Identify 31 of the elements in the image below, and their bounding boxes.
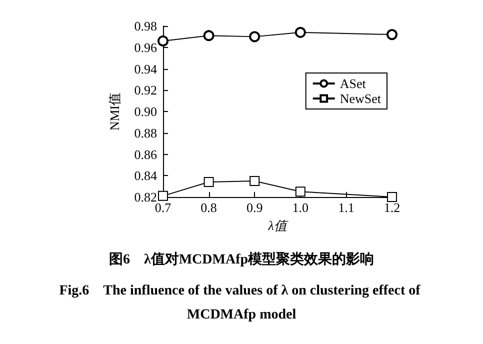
- x-axis-title: λ值: [267, 218, 289, 233]
- x-tick-label: 0.8: [200, 200, 217, 215]
- point: [295, 186, 306, 197]
- text: 图6 λ值对MCDMAfp模型聚类效果的影响: [108, 252, 374, 268]
- y-axis-title: NMI值: [107, 92, 122, 131]
- legend-label: NewSet: [340, 91, 382, 106]
- point: [158, 35, 168, 46]
- x-tick-label: 1.1: [338, 200, 354, 215]
- y-tick-label: 0.98: [134, 18, 157, 34]
- x-tick-label: 0.9: [246, 200, 263, 215]
- point: [204, 177, 214, 188]
- x-tick-label: 1.0: [292, 200, 309, 215]
- y-tick-label: 0.88: [134, 125, 157, 140]
- y-tick-label: 0.82: [134, 190, 157, 204]
- y-tick-label: 0.96: [134, 40, 158, 55]
- point: [158, 190, 168, 201]
- y-tick-label: 0.94: [134, 61, 158, 76]
- y-tick-label: 0.92: [134, 82, 157, 98]
- x-tick-label: 0.7: [154, 200, 172, 215]
- legend-label: ASet: [340, 76, 366, 91]
- x-tick-label: 1.2: [384, 200, 400, 215]
- point: [294, 26, 306, 38]
- point: [250, 176, 260, 186]
- point: [203, 30, 214, 42]
- y-tick-label: 0.86: [134, 146, 158, 162]
- point: [249, 31, 260, 42]
- point: [386, 29, 398, 40]
- point: [387, 192, 397, 202]
- y-tick-label: 0.84: [134, 168, 158, 184]
- text: Fig.6 The influence of the values of λ on clustering effect of MCDMAfp model: [59, 284, 424, 322]
- y-tick-label: 0.90: [134, 104, 157, 119]
